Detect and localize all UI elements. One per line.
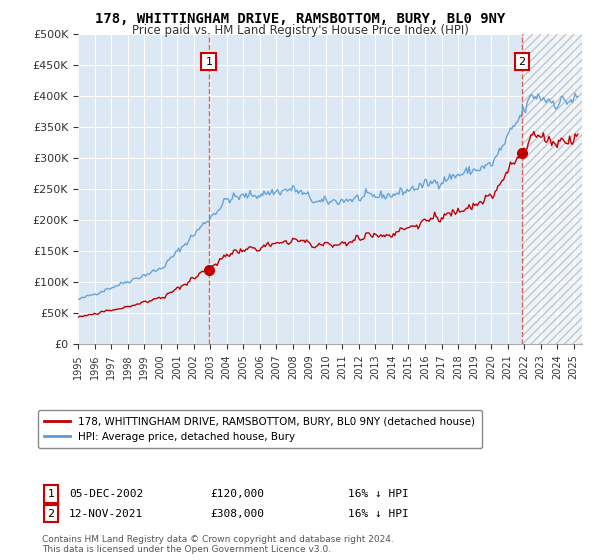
Text: 1: 1: [205, 57, 212, 67]
Bar: [522, 34, 582, 344]
Text: 12-NOV-2021: 12-NOV-2021: [69, 508, 143, 519]
Text: Contains HM Land Registry data © Crown copyright and database right 2024.
This d: Contains HM Land Registry data © Crown c…: [42, 535, 394, 554]
Text: 2: 2: [47, 508, 55, 519]
Text: 1: 1: [47, 489, 55, 499]
Text: £120,000: £120,000: [210, 489, 264, 499]
Legend: 178, WHITTINGHAM DRIVE, RAMSBOTTOM, BURY, BL0 9NY (detached house), HPI: Average: 178, WHITTINGHAM DRIVE, RAMSBOTTOM, BURY…: [38, 410, 482, 448]
Text: 16% ↓ HPI: 16% ↓ HPI: [348, 489, 409, 499]
Text: 05-DEC-2002: 05-DEC-2002: [69, 489, 143, 499]
Text: Price paid vs. HM Land Registry's House Price Index (HPI): Price paid vs. HM Land Registry's House …: [131, 24, 469, 37]
Text: 2: 2: [518, 57, 526, 67]
Text: 16% ↓ HPI: 16% ↓ HPI: [348, 508, 409, 519]
Bar: [522, 34, 582, 344]
Text: £308,000: £308,000: [210, 508, 264, 519]
Text: 178, WHITTINGHAM DRIVE, RAMSBOTTOM, BURY, BL0 9NY: 178, WHITTINGHAM DRIVE, RAMSBOTTOM, BURY…: [95, 12, 505, 26]
